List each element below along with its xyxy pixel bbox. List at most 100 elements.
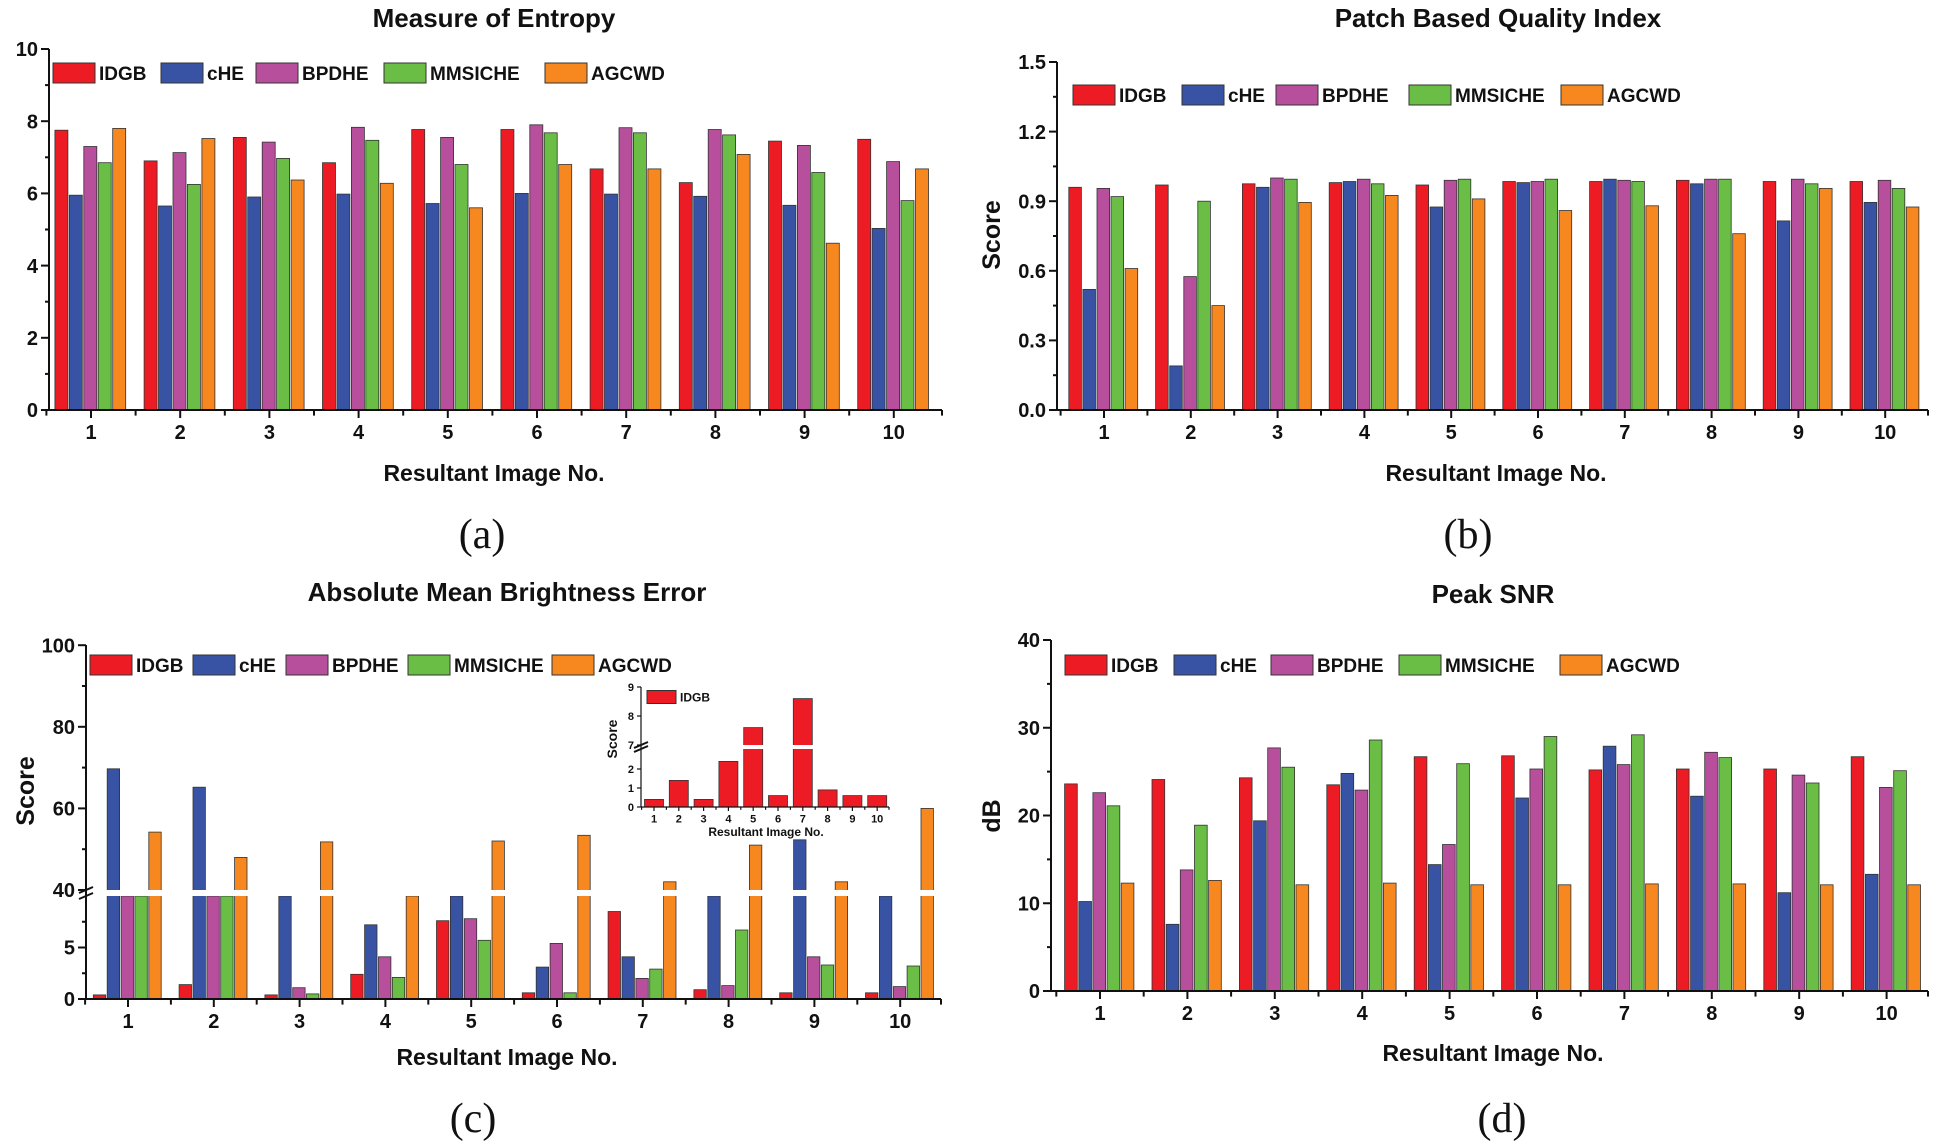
- bar-agcwd-3: [290, 179, 305, 411]
- y-tick-label: 30: [1018, 718, 1040, 740]
- legend-label-bpdhe: BPDHE: [1322, 86, 1389, 107]
- bar-agcwd-4: [405, 895, 420, 1000]
- x-tick-label: 1: [1094, 1003, 1105, 1025]
- y-tick-label: 0.0: [1018, 400, 1046, 422]
- y-tick-label: 0: [27, 400, 38, 422]
- bar-idgb-2: [1151, 779, 1166, 992]
- bar-mmsiche-7: [649, 968, 663, 1000]
- bar-bpdhe-4: [350, 126, 365, 411]
- x-tick-label: 4: [1357, 1003, 1369, 1025]
- bar-idgb-8: [817, 789, 838, 808]
- bar-bpdhe-4: [1357, 178, 1371, 411]
- bar-idgb-6: [1501, 755, 1515, 992]
- bar-idgb-9: [1762, 181, 1777, 411]
- x-tick-label: 10: [883, 422, 905, 444]
- legend-label-che: cHE: [1228, 86, 1265, 107]
- y-tick-label: 80: [53, 717, 75, 739]
- inset-chart: 0 1 2 7 8 9 1 2 3 4 5 6 7 8 9 10 IDGB Resultant Image No.…: [604, 682, 890, 839]
- bar-mmsiche-3: [276, 157, 291, 411]
- x-tick-label: 10: [871, 814, 883, 826]
- y-axis-label: Score: [12, 756, 40, 826]
- x-tick-label: 9: [799, 422, 810, 444]
- bar-idgb-10: [1850, 756, 1865, 992]
- x-tick-label: 2: [175, 422, 186, 444]
- x-tick-label: 1: [122, 1011, 133, 1033]
- bar-idgb-5: [1413, 756, 1428, 992]
- bar-bpdhe-1: [1096, 187, 1111, 411]
- bar-mmsiche-1: [1110, 196, 1125, 411]
- chart-title: Peak SNR: [1432, 579, 1555, 609]
- x-tick-label: 4: [353, 422, 365, 444]
- x-tick-label: 3: [1272, 422, 1283, 444]
- bar-agcwd-5: [469, 207, 483, 411]
- legend-swatch-idgb: [89, 654, 133, 676]
- x-tick-label: 6: [1531, 1003, 1542, 1025]
- bar-idgb-6: [768, 795, 788, 808]
- bar-che-5: [425, 203, 440, 411]
- x-tick-label: 5: [750, 814, 756, 826]
- bar-mmsiche-2: [1197, 200, 1211, 411]
- bar-mmsiche-6: [543, 132, 558, 411]
- bar-agcwd-1: [148, 831, 162, 1000]
- bar-mmsiche-10: [1891, 187, 1906, 411]
- legend-label-che: cHE: [207, 64, 244, 85]
- bar-che-10: [1865, 873, 1879, 992]
- legend-swatch-mmsiche: [383, 62, 427, 84]
- bar-agcwd-9: [1819, 187, 1833, 411]
- bar-che-3: [247, 196, 262, 411]
- bar-bpdhe-1: [1092, 792, 1107, 992]
- x-tick-label: 3: [264, 422, 275, 444]
- bar-idgb-1: [644, 799, 664, 808]
- x-tick-label: 1: [651, 814, 657, 826]
- bar-che-7: [621, 956, 635, 1000]
- bar-agcwd-10: [1907, 884, 1921, 992]
- bar-idgb-5: [411, 129, 426, 411]
- bar-mmsiche-10: [906, 965, 920, 1000]
- y-tick-label: 5: [64, 938, 75, 960]
- y-tick-label: 6: [27, 184, 38, 206]
- legend-label-bpdhe: BPDHE: [332, 656, 399, 677]
- bar-bpdhe-4: [378, 956, 392, 1000]
- bar-bpdhe-1: [83, 146, 98, 411]
- y-tick-label: 100: [42, 635, 75, 657]
- bar-mmsiche-5: [1457, 178, 1472, 411]
- bar-agcwd-9: [825, 242, 840, 411]
- bar-mmsiche-3: [1281, 766, 1296, 992]
- y-tick-label: 10: [1018, 893, 1040, 915]
- panel-label: (d): [1478, 1096, 1527, 1142]
- bar-bpdhe-3: [292, 987, 306, 1000]
- y-tick-label: 0.9: [1018, 191, 1046, 213]
- bar-bpdhe-9: [807, 956, 821, 1000]
- chart-title: Absolute Mean Brightness Error: [308, 577, 707, 607]
- y-axis-label: Score: [978, 200, 1006, 270]
- bar-mmsiche-9: [811, 172, 826, 411]
- bar-agcwd-7: [647, 168, 662, 411]
- legend-swatch-agcwd: [551, 654, 595, 676]
- bar-bpdhe-1: [120, 895, 134, 1000]
- x-tick-label: 9: [849, 814, 855, 826]
- x-tick-label: 5: [466, 1011, 477, 1033]
- bar-che-8: [1690, 183, 1704, 411]
- bar-idgb-7: [1588, 769, 1603, 992]
- y-axis-label: dB: [978, 799, 1006, 832]
- bar-mmsiche-6: [1543, 736, 1558, 992]
- bar-che-4: [364, 924, 378, 1000]
- bar-agcwd-5: [1471, 198, 1486, 411]
- bar-agcwd-4: [1383, 882, 1397, 992]
- x-tick-label: 6: [775, 814, 781, 826]
- x-tick-label: 10: [1875, 1003, 1897, 1025]
- legend-label-agcwd: AGCWD: [598, 656, 672, 677]
- legend-swatch-bpdhe: [285, 654, 329, 676]
- legend-label-idgb: IDGB: [1119, 86, 1167, 107]
- legend-swatch-mmsiche: [1398, 654, 1442, 676]
- bar-che-1: [1078, 901, 1092, 992]
- bar-idgb-10: [867, 795, 888, 808]
- bar-mmsiche-9: [820, 964, 835, 1000]
- bar-idgb-5: [436, 920, 450, 1000]
- legend-label-idgb: IDGB: [99, 64, 147, 85]
- bar-agcwd-5: [491, 840, 505, 1000]
- y-tick-label: 7: [628, 740, 634, 752]
- legend-swatch-agcwd: [1560, 84, 1604, 106]
- bar-agcwd-3: [1298, 201, 1312, 411]
- legend-label-agcwd: AGCWD: [591, 64, 665, 85]
